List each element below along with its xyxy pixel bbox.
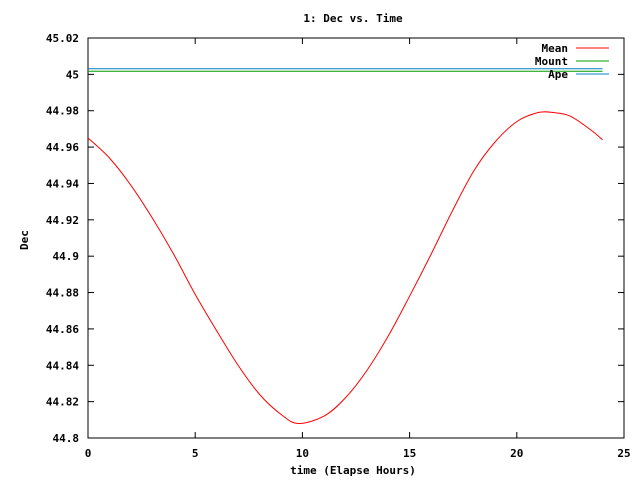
x-axis-label: time (Elapse Hours) <box>290 464 416 477</box>
y-tick-label: 44.8 <box>53 432 80 445</box>
legend-label-ape: Ape <box>548 68 568 81</box>
y-tick-label: 44.82 <box>46 396 79 409</box>
series-layer <box>87 68 603 424</box>
legend-label-mean: Mean <box>542 42 569 55</box>
x-tick-label: 0 <box>85 447 92 460</box>
series-line-mean <box>87 111 603 424</box>
y-axis-label: Dec <box>18 230 31 250</box>
chart-title: 1: Dec vs. Time <box>303 12 403 25</box>
y-tick-label: 44.94 <box>46 177 79 190</box>
x-tick-label: 15 <box>403 447 416 460</box>
y-tick-label: 44.92 <box>46 214 79 227</box>
y-tick-label: 44.84 <box>46 359 79 372</box>
plot-area-frame <box>87 37 625 439</box>
x-tick-label: 20 <box>510 447 523 460</box>
x-tick-label: 25 <box>617 447 630 460</box>
y-tick-label: 45 <box>66 68 79 81</box>
y-tick-label: 44.86 <box>46 323 79 336</box>
x-axis: 0 5 10 15 20 25 <box>85 38 631 460</box>
x-tick-label: 5 <box>192 447 199 460</box>
y-tick-label: 45.02 <box>46 32 79 45</box>
x-tick-label: 10 <box>296 447 309 460</box>
y-tick-label: 44.9 <box>53 250 80 263</box>
y-tick-label: 44.96 <box>46 141 79 154</box>
y-tick-label: 44.88 <box>46 287 79 300</box>
y-axis: 44.8 44.82 44.84 44.86 44.88 44.9 44.92 44.94 44… <box>46 32 624 445</box>
y-tick-label: 44.98 <box>46 105 79 118</box>
legend-label-mount: Mount <box>535 55 568 68</box>
